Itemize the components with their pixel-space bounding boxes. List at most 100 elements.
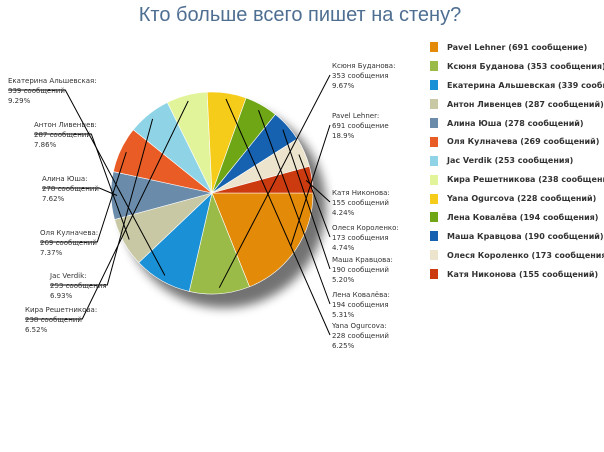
legend-swatch (430, 231, 438, 242)
callout-name: Антон Ливенцев: (34, 121, 97, 129)
callout-percent: 7.86% (34, 141, 57, 149)
leader-line (42, 187, 118, 196)
legend-label: Jac Verdik (253 сообщения) (447, 156, 574, 166)
legend-item: Кира Решетникова (238 сообщений) (430, 170, 604, 189)
legend-swatch (430, 118, 438, 128)
slice-callout: Олеся Короленко: 173 сообщения 4.74% (332, 224, 399, 252)
callout-percent: 18.9% (332, 132, 355, 140)
leader-line (298, 154, 331, 238)
slice-callout: Оля Кулначева: 269 сообщений 7.37% (40, 229, 98, 257)
callout-percent: 4.74% (332, 244, 355, 252)
callout-percent: 5.20% (332, 276, 355, 284)
legend-swatch (430, 193, 438, 204)
legend-item: Ксюня Буданова (353 сообщения) (430, 57, 604, 76)
legend-label: Алина Юша (278 сообщений) (447, 118, 584, 128)
callout-name: Екатерина Альшевская: (8, 77, 97, 85)
callout-count: 173 сообщения (332, 234, 389, 242)
callout-percent: 9.67% (332, 82, 355, 90)
slice-callout: Лена Ковалёва: 194 сообщения 5.31% (332, 291, 390, 319)
legend-swatch (430, 212, 438, 223)
leader-line (34, 133, 130, 240)
legend-swatch (430, 174, 438, 185)
legend-label: Катя Никонова (155 сообщений) (447, 269, 599, 279)
legend-item: Катя Никонова (155 сообщений) (430, 265, 604, 284)
callout-percent: 6.25% (332, 342, 355, 350)
legend-label: Кира Решетникова (238 сообщений) (447, 175, 604, 185)
callout-name: Алина Юша: (42, 175, 88, 183)
callout-name: Yana Ogurcova: (331, 322, 387, 330)
callout-count: 194 сообщения (332, 301, 389, 309)
callout-count: 278 сообщений (42, 185, 99, 193)
callout-percent: 4.24% (332, 209, 355, 217)
callout-count: 287 сообщений (34, 131, 91, 139)
chart-title: Кто больше всего пишет на стену? (138, 4, 462, 26)
legend-item: Екатерина Альшевская (339 сообщен (430, 76, 604, 95)
callout-count: 691 сообщение (332, 122, 389, 130)
callout-name: Pavel Lehner: (332, 112, 379, 120)
legend-label: Екатерина Альшевская (339 сообщен (447, 80, 604, 90)
callout-name: Ксюня Буданова: (332, 62, 395, 70)
slice-callout: Антон Ливенцев: 287 сообщений 7.86% (34, 121, 97, 149)
slice-callout: Pavel Lehner: 691 сообщение 18.9% (332, 112, 389, 140)
legend-label: Маша Кравцова (190 сообщений) (447, 231, 604, 241)
callout-percent: 7.37% (40, 249, 63, 257)
legend-swatch (430, 80, 438, 91)
legend-label: Лена Ковалёва (194 сообщения) (447, 212, 599, 222)
callout-count: 155 сообщений (332, 199, 389, 207)
leader-line (305, 180, 331, 203)
callout-name: Катя Никонова: (332, 189, 390, 197)
callout-name: Олеся Короленко: (332, 224, 399, 232)
slice-callout: Екатерина Альшевская: 339 сообщений 9.29% (8, 77, 97, 105)
slice-callout: Jac Verdik: 253 сообщения 6.93% (49, 272, 107, 300)
leader-line (40, 151, 127, 243)
slice-callout: Катя Никонова: 155 сообщений 4.24% (332, 189, 390, 217)
slice-callout: Кира Решетникова: 238 сообщений 6.52% (25, 306, 97, 334)
legend-item: Jac Verdik (253 сообщения) (430, 151, 604, 170)
slice-callout: Алина Юша: 278 сообщений 7.62% (42, 175, 99, 203)
callout-name: Лена Ковалёва: (332, 291, 390, 299)
legend-label: Антон Ливенцев (287 сообщений) (447, 99, 604, 109)
pie-slice (211, 192, 314, 288)
legend-swatch (430, 99, 438, 110)
legend-item: Yana Ogurcova (228 сообщений) (430, 189, 604, 208)
callout-name: Маша Кравцова: (332, 256, 393, 264)
slice-callout: Ксюня Буданова: 353 сообщения 9.67% (332, 62, 395, 90)
callout-name: Оля Кулначева: (40, 229, 98, 237)
callout-count: 190 сообщений (332, 266, 389, 274)
callout-percent: 9.29% (8, 97, 31, 105)
legend-swatch (430, 42, 438, 53)
leader-line (225, 98, 331, 336)
legend-swatch (430, 136, 438, 147)
callout-name: Jac Verdik: (49, 272, 87, 280)
legend-item: Маша Кравцова (190 сообщений) (430, 227, 604, 246)
legend-swatch (430, 61, 438, 72)
legend-swatch (430, 269, 438, 280)
callout-name: Кира Решетникова: (25, 306, 97, 314)
legend-item: Алина Юша (278 сообщений) (430, 114, 604, 133)
legend-label: Yana Ogurcova (228 сообщений) (447, 194, 597, 204)
legend-item: Pavel Lehner (691 сообщение) (430, 38, 604, 57)
leader-line (8, 89, 166, 276)
chart-legend: Pavel Lehner (691 сообщение) Ксюня Будано… (430, 38, 604, 284)
legend-swatch (430, 250, 438, 261)
callout-count: 353 сообщения (332, 72, 389, 80)
callout-count: 339 сообщений (8, 87, 65, 95)
legend-item: Оля Кулначева (269 сообщений) (430, 132, 604, 151)
callout-count: 228 сообщений (332, 332, 389, 340)
leader-line (258, 110, 331, 305)
legend-item: Антон Ливенцев (287 сообщений) (430, 95, 604, 114)
legend-label: Ксюня Буданова (353 сообщения) (447, 61, 604, 71)
callout-percent: 6.93% (50, 292, 73, 300)
legend-label: Олеся Короленко (173 сообщения) (447, 250, 604, 260)
callout-percent: 5.31% (332, 311, 355, 319)
slice-callout: Маша Кравцова: 190 сообщений 5.20% (332, 256, 393, 284)
callout-percent: 6.52% (25, 326, 48, 334)
leader-line (50, 118, 154, 286)
callout-count: 269 сообщений (40, 239, 97, 247)
slice-callout: Yana Ogurcova: 228 сообщений 6.25% (331, 322, 389, 350)
callout-count: 238 сообщений (25, 316, 82, 324)
leader-line (282, 129, 331, 270)
leader-line (218, 74, 331, 288)
legend-item: Лена Ковалёва (194 сообщения) (430, 208, 604, 227)
